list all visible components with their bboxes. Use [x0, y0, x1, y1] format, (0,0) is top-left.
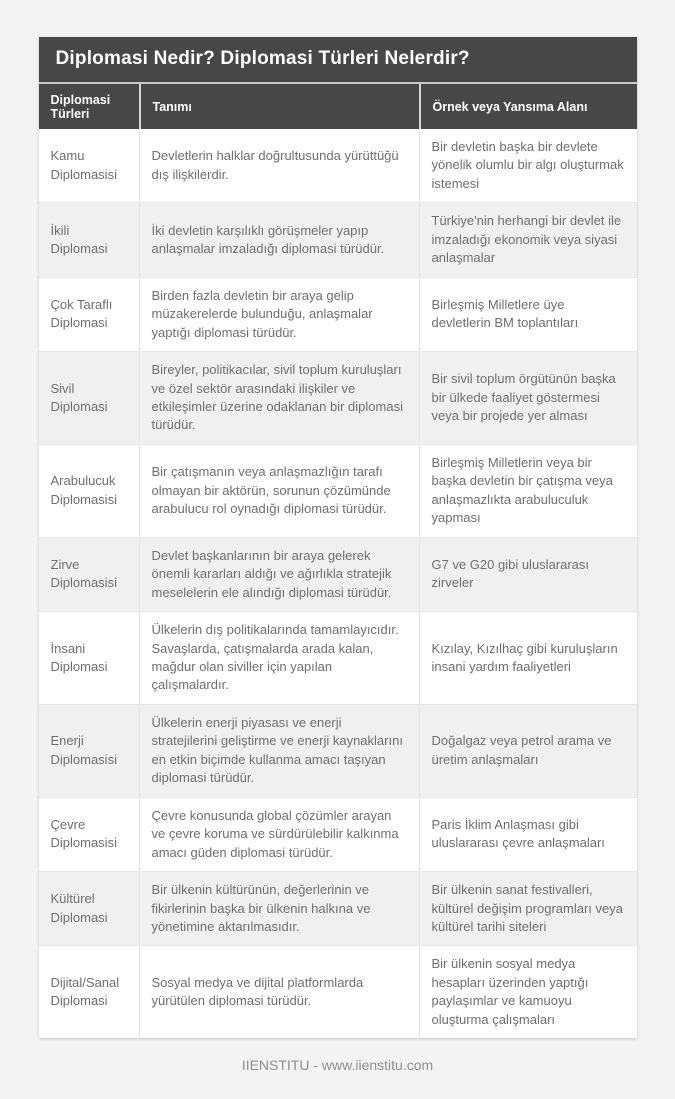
cell-definition: Birden fazla devletin bir araya gelip mü… — [138, 277, 419, 352]
table-row: Kamu Diplomasisi Devletlerin halklar doğ… — [38, 129, 637, 203]
cell-example: Paris İklim Anlaşması gibi uluslararası … — [418, 797, 637, 872]
table-row: Çevre Diplomasisi Çevre konusunda global… — [38, 796, 637, 872]
cell-definition: Çevre konusunda global çözümler arayan v… — [138, 797, 419, 872]
table-row: Zirve Diplomasisi Devlet başkanlarının b… — [38, 536, 637, 612]
table-header-row: Diplomasi Türleri Tanımı Örnek veya Yans… — [38, 84, 637, 129]
cell-diplomacy-type: Çok Taraflı Diplomasi — [50, 296, 113, 331]
cell-example: Birleşmiş Milletlerin veya bir başka dev… — [418, 444, 637, 537]
table-row: Çok Taraflı Diplomasi Birden fazla devle… — [38, 276, 637, 352]
cell-definition: Bireyler, politikacılar, sivil toplum ku… — [138, 352, 419, 444]
cell-example: Bir sivil toplum örgütünün başka bir ülk… — [418, 352, 637, 444]
table-row: Dijital/Sanal Diplomasi Sosyal medya ve … — [38, 945, 637, 1039]
cell-example: Bir ülkenin sosyal medya hesapları üzeri… — [418, 946, 637, 1039]
cell-diplomacy-type: İkili Diplomasi — [50, 222, 108, 257]
table-body: Kamu Diplomasisi Devletlerin halklar doğ… — [38, 129, 637, 1039]
cell-example: Birleşmiş Milletlere üye devletlerin BM … — [418, 277, 637, 352]
cell-definition: Devletlerin halklar doğrultusunda yürütt… — [138, 129, 419, 203]
cell-diplomacy-type: Kültürel Diplomasi — [50, 891, 108, 925]
cell-definition: Bir çatışmanın veya anlaşmazlığın tarafı… — [138, 444, 419, 537]
cell-diplomacy-type: İnsani Diplomasi — [50, 640, 108, 674]
cell-definition: Ülkelerin enerji piyasası ve enerji stra… — [138, 704, 419, 797]
table-row: Arabulucuk Diplomasisi Bir çatışmanın ve… — [38, 443, 637, 537]
cell-example: Doğalgaz veya petrol arama ve üretim anl… — [418, 704, 637, 797]
cell-definition: İki devletin karşılıklı görüşmeler yapıp… — [138, 203, 419, 277]
column-header-diplomacy-types: Diplomasi Türleri — [50, 92, 111, 121]
column-header-example: Örnek veya Yansıma Alanı — [418, 84, 637, 129]
cell-diplomacy-type: Çevre Diplomasisi — [50, 816, 117, 851]
cell-definition: Bir ülkenin kültürünün, değerlerinin ve … — [138, 872, 419, 946]
diplomacy-table-card: Diplomasi Nedir? Diplomasi Türleri Neler… — [38, 37, 637, 1039]
table-row: İkili Diplomasi İki devletin karşılıklı … — [38, 202, 637, 277]
table-row: İnsani Diplomasi Ülkelerin dış politikal… — [38, 611, 637, 704]
cell-definition: Sosyal medya ve dijital platformlarda yü… — [138, 946, 419, 1039]
table-row: Enerji Diplomasisi Ülkelerin enerji piya… — [38, 703, 637, 797]
cell-example: Bir devletin başka bir devlete yönelik o… — [418, 129, 637, 203]
cell-diplomacy-type: Zirve Diplomasisi — [50, 556, 117, 591]
footer-credit: IIENSTITU - www.iienstitu.com — [241, 1057, 434, 1074]
cell-definition: Ülkelerin dış politikalarında tamamlayıc… — [138, 612, 419, 704]
cell-diplomacy-type: Enerji Diplomasisi — [50, 733, 117, 767]
cell-diplomacy-type: Kamu Diplomasisi — [50, 148, 117, 182]
cell-example: Türkiye'nin herhangi bir devlet ile imza… — [418, 203, 637, 277]
cell-example: G7 ve G20 gibi uluslararası zirveler — [418, 537, 637, 612]
table-row: Kültürel Diplomasi Bir ülkenin kültürünü… — [38, 871, 637, 946]
cell-example: Bir ülkenin sanat festivalleri, kültürel… — [418, 872, 637, 946]
cell-example: Kızılay, Kızılhaç gibi kuruluşların insa… — [418, 612, 637, 704]
cell-diplomacy-type: Arabulucuk Diplomasisi — [50, 473, 117, 507]
page-title: Diplomasi Nedir? Diplomasi Türleri Neler… — [38, 37, 637, 84]
cell-definition: Devlet başkanlarının bir araya gelerek ö… — [138, 537, 419, 612]
cell-diplomacy-type: Dijital/Sanal Diplomasi — [50, 974, 120, 1009]
column-header-definition: Tanımı — [138, 84, 419, 129]
cell-diplomacy-type: Sivil Diplomasi — [50, 380, 108, 414]
table-row: Sivil Diplomasi Bireyler, politikacılar,… — [38, 351, 637, 444]
